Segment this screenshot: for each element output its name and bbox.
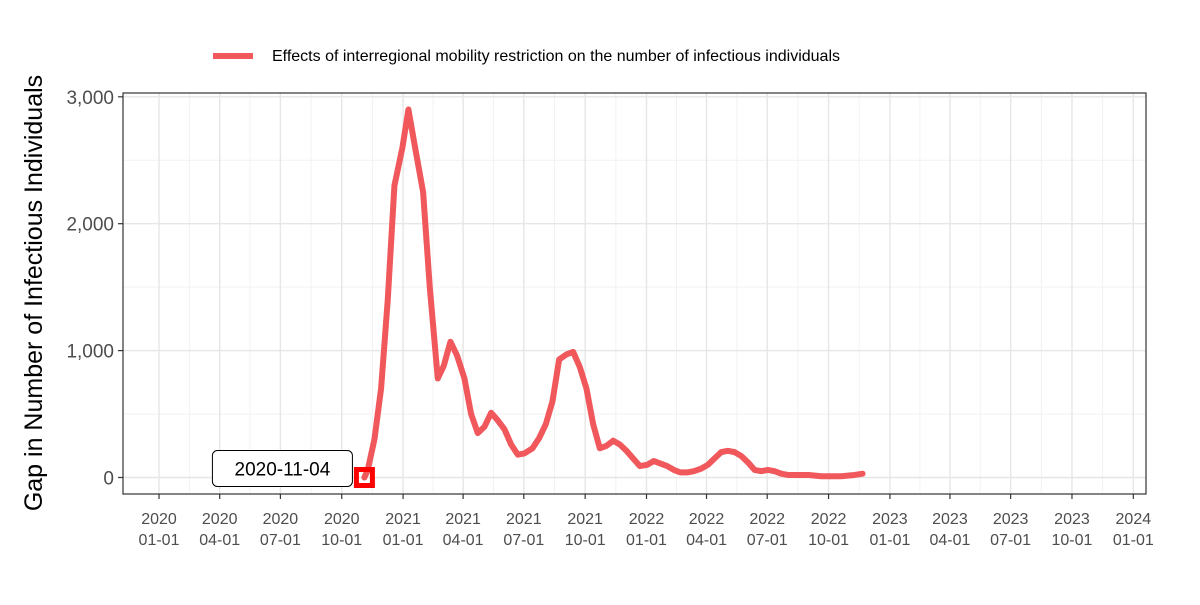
x-tick-label-date: 04-01 bbox=[199, 532, 240, 549]
annotation-label: 2020-11-04 bbox=[235, 460, 331, 481]
x-tick-label-date: 07-01 bbox=[747, 532, 788, 549]
x-tick-label-date: 01-01 bbox=[383, 532, 424, 549]
x-tick-label-date: 10-01 bbox=[1052, 532, 1093, 549]
x-tick-label-date: 07-01 bbox=[260, 532, 301, 549]
series-layer bbox=[361, 106, 866, 481]
y-tick-label: 3,000 bbox=[66, 88, 114, 109]
x-tick-label-date: 04-01 bbox=[929, 532, 970, 549]
annotation-label-box bbox=[211, 450, 353, 488]
annotation-marker bbox=[353, 467, 375, 489]
x-tick-label-year: 2021 bbox=[567, 511, 603, 528]
x-tick-label-year: 2024 bbox=[1116, 511, 1152, 528]
x-tick-label-year: 2022 bbox=[749, 511, 785, 528]
grid bbox=[123, 93, 1146, 494]
x-tick-label-year: 2023 bbox=[993, 511, 1029, 528]
legend: Effects of interregional mobility restri… bbox=[213, 48, 840, 65]
x-tick-label-year: 2020 bbox=[141, 511, 177, 528]
legend-label: Effects of interregional mobility restri… bbox=[272, 48, 840, 65]
series-line bbox=[361, 106, 866, 481]
x-tick-label-date: 10-01 bbox=[808, 532, 849, 549]
x-tick-label-date: 10-01 bbox=[565, 532, 606, 549]
x-tick-label-date: 10-01 bbox=[321, 532, 362, 549]
x-tick-label-date: 01-01 bbox=[1113, 532, 1154, 549]
x-tick-label-year: 2023 bbox=[872, 511, 908, 528]
x-tick-label-date: 04-01 bbox=[443, 532, 484, 549]
x-axis: 2020 01-01 2020 04-01 2020 07-01 2020 10-01 2021… bbox=[139, 494, 1154, 549]
y-tick-label: 1,000 bbox=[66, 342, 114, 363]
x-tick-label-year: 2020 bbox=[263, 511, 299, 528]
y-tick-label: 2,000 bbox=[66, 215, 114, 236]
y-axis: 0 1,000 2,000 3,000 bbox=[66, 88, 123, 490]
x-tick-label-date: 01-01 bbox=[626, 532, 667, 549]
x-tick-label-year: 2020 bbox=[324, 511, 360, 528]
x-tick-label-date: 04-01 bbox=[686, 532, 727, 549]
x-tick-label-year: 2021 bbox=[506, 511, 542, 528]
plot-panel-border bbox=[122, 92, 1147, 495]
x-tick-label-date: 07-01 bbox=[503, 532, 544, 549]
x-tick-label-year: 2022 bbox=[689, 511, 725, 528]
y-axis-label: Gap in Number of Infectious Individuals bbox=[20, 75, 48, 511]
x-tick-label-year: 2021 bbox=[445, 511, 481, 528]
x-tick-label-year: 2023 bbox=[1054, 511, 1090, 528]
x-tick-label-year: 2022 bbox=[629, 511, 665, 528]
x-tick-label-date: 07-01 bbox=[990, 532, 1031, 549]
x-tick-label-year: 2020 bbox=[202, 511, 238, 528]
x-tick-label-date: 01-01 bbox=[869, 532, 910, 549]
x-tick-label-date: 01-01 bbox=[139, 532, 180, 549]
annotation-layer: 2020-11-04 bbox=[211, 450, 375, 489]
x-tick-label-year: 2023 bbox=[932, 511, 968, 528]
y-tick-label: 0 bbox=[103, 469, 114, 490]
x-tick-label-year: 2022 bbox=[811, 511, 847, 528]
x-tick-label-year: 2021 bbox=[385, 511, 421, 528]
